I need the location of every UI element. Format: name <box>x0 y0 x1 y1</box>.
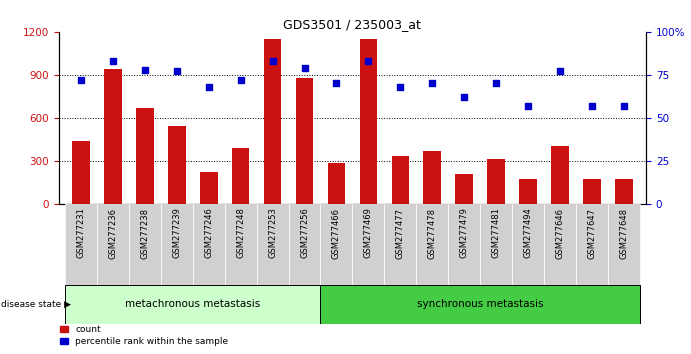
Bar <box>392 156 409 204</box>
Bar <box>289 204 321 285</box>
Text: GSM277239: GSM277239 <box>172 207 181 258</box>
Point <box>586 103 597 109</box>
Legend: count, percentile rank within the sample: count, percentile rank within the sample <box>60 325 228 346</box>
Bar <box>448 204 480 285</box>
Bar <box>424 150 441 204</box>
Bar <box>161 204 193 285</box>
Bar <box>512 204 544 285</box>
Point <box>108 58 119 64</box>
Point <box>395 84 406 90</box>
Text: GSM277248: GSM277248 <box>236 207 245 258</box>
Text: disease state ▶: disease state ▶ <box>1 300 71 309</box>
Point <box>618 103 630 109</box>
Text: GSM277478: GSM277478 <box>428 207 437 259</box>
Bar <box>104 69 122 204</box>
Text: GSM277648: GSM277648 <box>619 207 628 259</box>
Bar <box>551 146 569 204</box>
Bar <box>97 204 129 285</box>
Text: GSM277466: GSM277466 <box>332 207 341 259</box>
Bar <box>519 179 537 204</box>
Text: GSM277236: GSM277236 <box>108 207 117 259</box>
Point <box>299 65 310 71</box>
Bar <box>225 204 256 285</box>
Bar <box>455 173 473 204</box>
Point <box>491 81 502 86</box>
Point <box>203 84 214 90</box>
Text: GSM277246: GSM277246 <box>205 207 214 258</box>
Bar <box>352 204 384 285</box>
Point <box>554 69 565 74</box>
Bar <box>384 204 416 285</box>
Bar <box>256 204 289 285</box>
Text: GSM277238: GSM277238 <box>140 207 149 259</box>
Text: GSM277253: GSM277253 <box>268 207 277 258</box>
Text: GSM277479: GSM277479 <box>460 207 468 258</box>
Bar <box>416 204 448 285</box>
Bar <box>136 108 153 204</box>
Text: GSM277646: GSM277646 <box>556 207 565 259</box>
Bar <box>168 126 186 204</box>
Bar <box>264 39 281 204</box>
Bar <box>583 179 600 204</box>
Point <box>522 103 533 109</box>
Bar <box>73 141 90 204</box>
Bar <box>232 148 249 204</box>
Bar <box>200 172 218 204</box>
Text: GSM277647: GSM277647 <box>587 207 596 259</box>
Text: synchronous metastasis: synchronous metastasis <box>417 299 543 309</box>
Bar <box>321 204 352 285</box>
Bar <box>328 164 346 204</box>
Text: GSM277494: GSM277494 <box>524 207 533 258</box>
Text: GSM277231: GSM277231 <box>77 207 86 258</box>
Bar <box>615 179 632 204</box>
Point <box>267 58 278 64</box>
Text: metachronous metastasis: metachronous metastasis <box>125 299 261 309</box>
Bar <box>129 204 161 285</box>
Point <box>459 94 470 100</box>
Bar <box>65 204 97 285</box>
Title: GDS3501 / 235003_at: GDS3501 / 235003_at <box>283 18 422 31</box>
Bar <box>544 204 576 285</box>
Point <box>140 67 151 73</box>
Bar <box>576 204 608 285</box>
Point <box>363 58 374 64</box>
Text: GSM277256: GSM277256 <box>300 207 309 258</box>
Bar <box>608 204 640 285</box>
Bar <box>359 39 377 204</box>
Point <box>171 69 182 74</box>
Point <box>235 77 246 83</box>
Bar <box>487 159 505 204</box>
Bar <box>65 285 321 324</box>
Text: GSM277477: GSM277477 <box>396 207 405 259</box>
Bar <box>480 204 512 285</box>
Bar <box>296 78 313 204</box>
Text: GSM277469: GSM277469 <box>364 207 373 258</box>
Bar <box>321 285 640 324</box>
Point <box>331 81 342 86</box>
Text: GSM277481: GSM277481 <box>491 207 500 258</box>
Bar <box>193 204 225 285</box>
Point <box>426 81 437 86</box>
Point <box>75 77 86 83</box>
